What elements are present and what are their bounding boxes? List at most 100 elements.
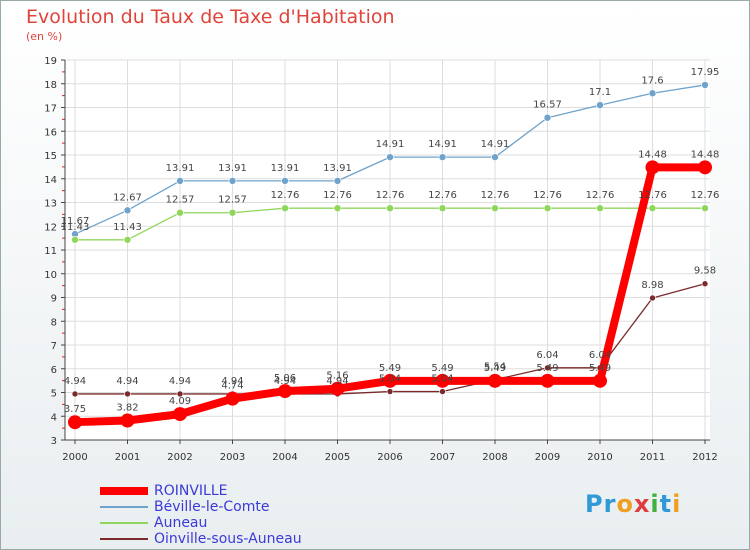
data-label: 5.49 [431, 363, 453, 374]
data-point [71, 235, 79, 244]
y-tick-label: 6 [51, 365, 57, 376]
data-point [701, 280, 709, 288]
chart-title: Evolution du Taux de Taxe d'Habitation [26, 6, 395, 28]
data-point [491, 153, 499, 161]
data-label: 12.76 [638, 190, 667, 201]
data-label: 5.49 [379, 363, 401, 374]
data-point [228, 177, 237, 185]
data-labels: 11.67 12.67 13.91 13.91 13.91 13.91 14.91 14.91… [61, 67, 720, 415]
legend-swatch [100, 522, 148, 524]
data-point [701, 81, 709, 89]
data-point [386, 388, 394, 395]
data-point [71, 390, 79, 398]
data-label: 4.94 [64, 376, 86, 387]
data-point [173, 407, 187, 422]
data-label: 17.1 [589, 87, 611, 98]
data-point [593, 373, 607, 388]
data-label: 11.67 [61, 216, 90, 227]
x-tick-label: 2003 [220, 452, 245, 463]
data-point [330, 381, 345, 396]
y-tick-label: 10 [44, 270, 57, 281]
logo-letter: x [633, 490, 651, 518]
y-tick-label: 18 [44, 80, 57, 91]
data-label: 14.91 [481, 139, 510, 150]
logo-letter: P [585, 490, 604, 518]
data-point [68, 415, 82, 430]
data-label: 4.94 [169, 376, 191, 387]
data-point [701, 204, 709, 212]
data-label: 12.57 [166, 195, 195, 206]
x-tick-label: 2001 [115, 452, 140, 463]
x-tick-label: 2006 [377, 452, 402, 463]
data-label: 14.48 [638, 149, 667, 160]
data-point [596, 101, 604, 109]
y-tick-label: 15 [44, 151, 57, 162]
data-point [645, 160, 660, 175]
data-point [281, 177, 289, 185]
data-point [386, 153, 394, 161]
data-point [649, 294, 656, 302]
data-point [123, 206, 132, 215]
data-point [491, 204, 499, 212]
data-point [698, 160, 712, 175]
data-label: 13.91 [166, 163, 195, 174]
y-tick-label: 3 [51, 436, 57, 447]
y-tick-label: 16 [44, 127, 57, 138]
data-point [333, 177, 342, 185]
chart-subtitle: (en %) [26, 30, 63, 43]
y-tick-label: 12 [44, 222, 57, 233]
legend-swatch [100, 487, 148, 495]
data-label: 5.54 [484, 362, 506, 373]
data-point [488, 373, 502, 388]
data-label: 12.76 [271, 190, 300, 201]
data-label: 5.49 [536, 363, 558, 374]
data-point [386, 204, 394, 212]
data-point [596, 204, 604, 212]
data-label: 5.06 [274, 373, 296, 384]
data-point [176, 390, 184, 398]
legend-swatch [100, 538, 148, 540]
data-label: 4.94 [274, 376, 296, 387]
data-label: 12.76 [533, 190, 562, 201]
data-point [228, 208, 237, 217]
data-label: 8.98 [641, 280, 663, 291]
data-point [278, 384, 292, 399]
logo-letter: t [659, 490, 673, 518]
x-tick-label: 2002 [167, 452, 192, 463]
y-tick-label: 19 [44, 56, 57, 67]
data-label: 13.91 [323, 163, 352, 174]
legend-label: Oinville-sous-Auneau [154, 531, 302, 547]
data-label: 9.58 [694, 266, 716, 277]
data-point [124, 390, 131, 398]
legend-label: Auneau [154, 515, 208, 531]
y-tick-label: 17 [44, 104, 57, 115]
y-tick-label: 14 [44, 175, 57, 186]
y-tick-label: 13 [44, 199, 57, 210]
data-label: 17.95 [691, 67, 720, 78]
data-label: 12.76 [481, 190, 510, 201]
x-tick-label: 2011 [640, 452, 665, 463]
y-tick-label: 4 [51, 412, 57, 423]
data-label: 5.04 [379, 374, 401, 385]
data-label: 6.04 [536, 350, 558, 361]
data-label: 11.43 [113, 222, 142, 233]
data-point [435, 373, 450, 388]
data-label: 13.91 [271, 163, 300, 174]
x-tick-label: 2012 [692, 452, 717, 463]
y-tick-label: 5 [51, 389, 57, 400]
legend-label: ROINVILLE [154, 483, 228, 499]
data-label: 14.48 [691, 149, 720, 160]
y-tick-label: 11 [44, 246, 57, 257]
logo-letter: o [616, 490, 634, 518]
y-tick-label: 8 [51, 317, 57, 328]
data-point [648, 89, 657, 98]
data-label: 12.57 [218, 195, 247, 206]
data-label: 5.49 [589, 363, 611, 374]
data-label: 5.04 [431, 374, 453, 385]
data-label: 4.94 [326, 376, 348, 387]
logo-letter: i [650, 490, 660, 518]
data-label: 12.67 [113, 192, 142, 203]
data-label: 5.49 [484, 363, 506, 374]
data-label: 3.82 [116, 403, 138, 414]
data-label: 17.6 [641, 75, 663, 86]
